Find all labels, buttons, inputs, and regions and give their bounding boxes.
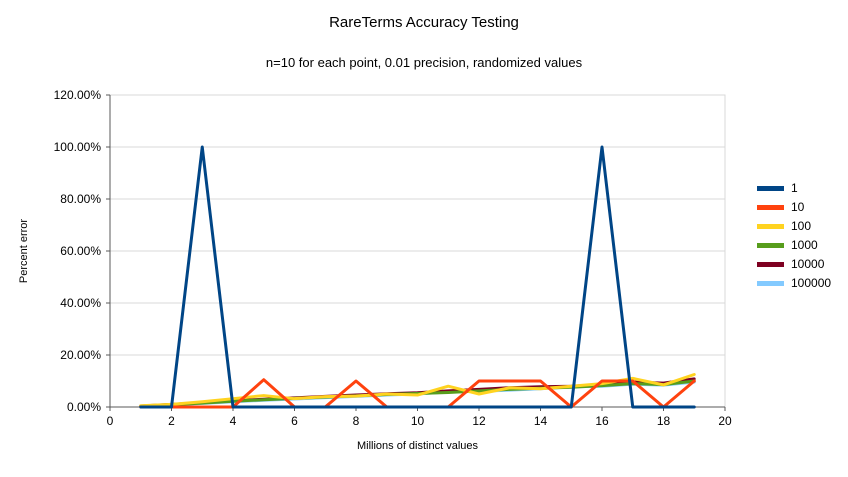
legend: 1 10 100 1000 10000 100000	[757, 181, 831, 290]
legend-label: 10000	[791, 257, 825, 271]
chart-title: RareTerms Accuracy Testing	[329, 14, 519, 31]
x-tick-label: 16	[595, 414, 609, 428]
chart-subtitle: n=10 for each point, 0.01 precision, ran…	[265, 55, 583, 70]
y-tick-label: 80.00%	[60, 192, 101, 206]
legend-swatch-100000	[757, 280, 784, 286]
legend-item-100: 100	[757, 219, 831, 233]
x-tick-label: 2	[168, 414, 175, 428]
x-tick-label: 14	[534, 414, 548, 428]
legend-label: 1000	[791, 238, 818, 252]
legend-swatch-1	[757, 185, 784, 191]
legend-swatch-100	[757, 223, 784, 229]
legend-label: 100000	[791, 276, 832, 290]
y-tick-label: 0.00%	[67, 400, 101, 414]
series-line-1	[139, 145, 696, 409]
series-line-100	[139, 373, 696, 408]
legend-label: 100	[791, 219, 812, 233]
legend-item-10000: 10000	[757, 257, 831, 271]
legend-label: 10	[791, 200, 805, 214]
x-tick-label: 0	[107, 414, 114, 428]
legend-item-1000: 1000	[757, 238, 831, 252]
legend-label: 1	[791, 181, 798, 195]
y-tick-label: 100.00%	[54, 140, 102, 154]
legend-swatch-10	[757, 204, 784, 210]
x-tick-label: 8	[353, 414, 360, 428]
legend-swatch-10000	[757, 261, 784, 267]
x-tick-label: 12	[472, 414, 486, 428]
legend-swatch-1000	[757, 242, 784, 248]
y-tick-label: 120.00%	[54, 88, 102, 102]
x-axis-title: Millions of distinct values	[356, 440, 479, 452]
y-tick-label: 60.00%	[60, 244, 101, 258]
x-tick-label: 4	[230, 414, 237, 428]
x-tick-label: 6	[291, 414, 298, 428]
x-tick-label: 18	[657, 414, 671, 428]
x-tick-label: 10	[411, 414, 425, 428]
x-tick-label: 20	[718, 414, 732, 428]
y-tick-label: 40.00%	[60, 296, 101, 310]
legend-item-1: 1	[757, 181, 831, 195]
legend-item-100000: 100000	[757, 276, 831, 290]
y-tick-label: 20.00%	[60, 348, 101, 362]
legend-item-10: 10	[757, 200, 831, 214]
